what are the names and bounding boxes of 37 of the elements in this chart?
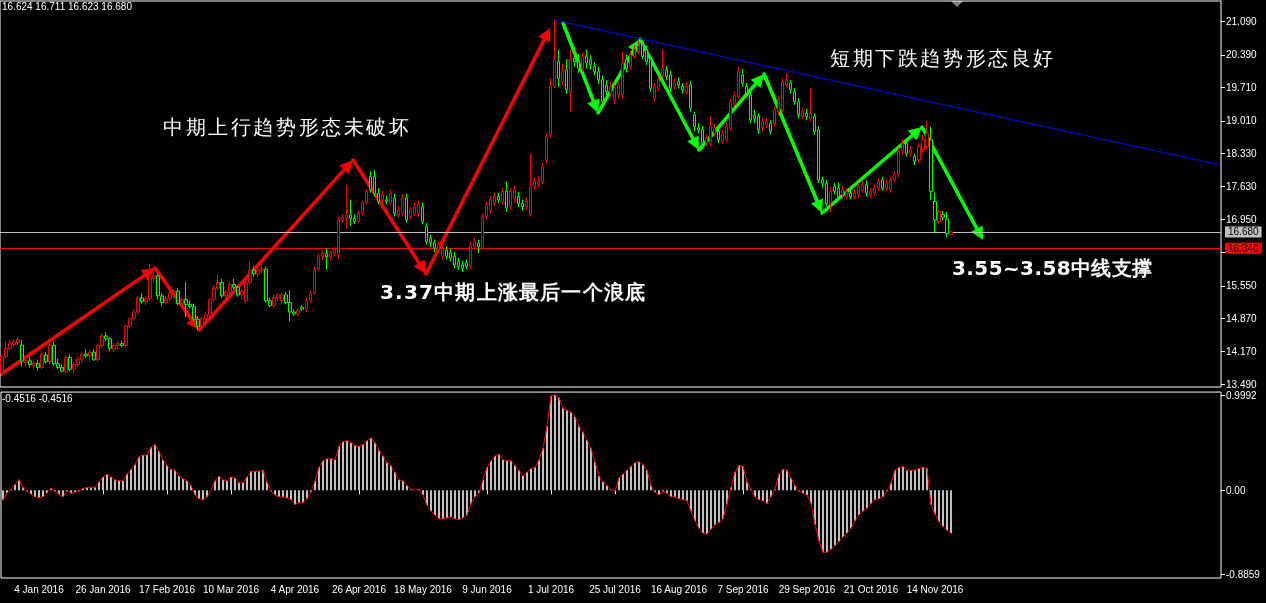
x-tick-label: 26 Jan 2016 <box>75 583 131 595</box>
annotation: 3.37中期上涨最后一个浪底 <box>380 280 647 304</box>
x-tick-label: 4 Apr 2016 <box>270 583 320 595</box>
annotation: 3.55~3.58中线支撑 <box>952 256 1153 280</box>
x-tick-label: 14 Nov 2016 <box>906 583 964 595</box>
y-tick-label: 15.550 <box>1226 280 1258 292</box>
x-tick-label: 7 Sep 2016 <box>717 583 770 595</box>
annotation: -0.4516 -0.4516 <box>2 393 73 405</box>
y-tick-label: -0.8859 <box>1226 569 1261 581</box>
y-tick-label: 21.090 <box>1226 16 1258 28</box>
ref-line-label: 16.680 <box>1228 226 1260 238</box>
annotation: 短期下跌趋势形态良好 <box>830 46 1056 70</box>
annotation: 中期上行趋势形态未破坏 <box>163 115 412 139</box>
x-tick-label: 29 Sep 2016 <box>778 583 836 595</box>
x-tick-label: 17 Feb 2016 <box>138 583 196 595</box>
ref-line-label: 16.340 <box>1228 242 1260 254</box>
x-tick-label: 4 Jan 2016 <box>14 583 65 595</box>
x-tick-label: 25 Jul 2016 <box>589 583 642 595</box>
x-tick-label: 16 Aug 2016 <box>650 583 708 595</box>
y-tick-label: 16.950 <box>1226 213 1258 225</box>
y-tick-label: 17.630 <box>1226 181 1258 193</box>
y-tick-label: 14.870 <box>1226 312 1258 324</box>
x-tick-label: 21 Oct 2016 <box>843 583 899 595</box>
y-tick-label: 19.010 <box>1226 115 1258 127</box>
x-tick-label: 18 May 2016 <box>394 583 453 595</box>
y-tick-label: 20.390 <box>1226 49 1258 61</box>
y-tick-label: 14.170 <box>1226 346 1258 358</box>
y-tick-label: 19.710 <box>1226 81 1258 93</box>
annotation: 16.624 16.711 16.623 16.680 <box>2 1 132 13</box>
x-tick-label: 1 Jul 2016 <box>527 583 575 595</box>
y-tick-label: 18.330 <box>1226 147 1258 159</box>
y-tick-label: 0.9992 <box>1226 389 1258 401</box>
x-tick-label: 26 Apr 2016 <box>332 583 387 595</box>
x-tick-label: 10 Mar 2016 <box>202 583 260 595</box>
y-tick-label: 0.00 <box>1226 484 1246 496</box>
x-tick-label: 9 Jun 2016 <box>462 583 513 595</box>
y-tick-label: 13.490 <box>1226 378 1258 390</box>
